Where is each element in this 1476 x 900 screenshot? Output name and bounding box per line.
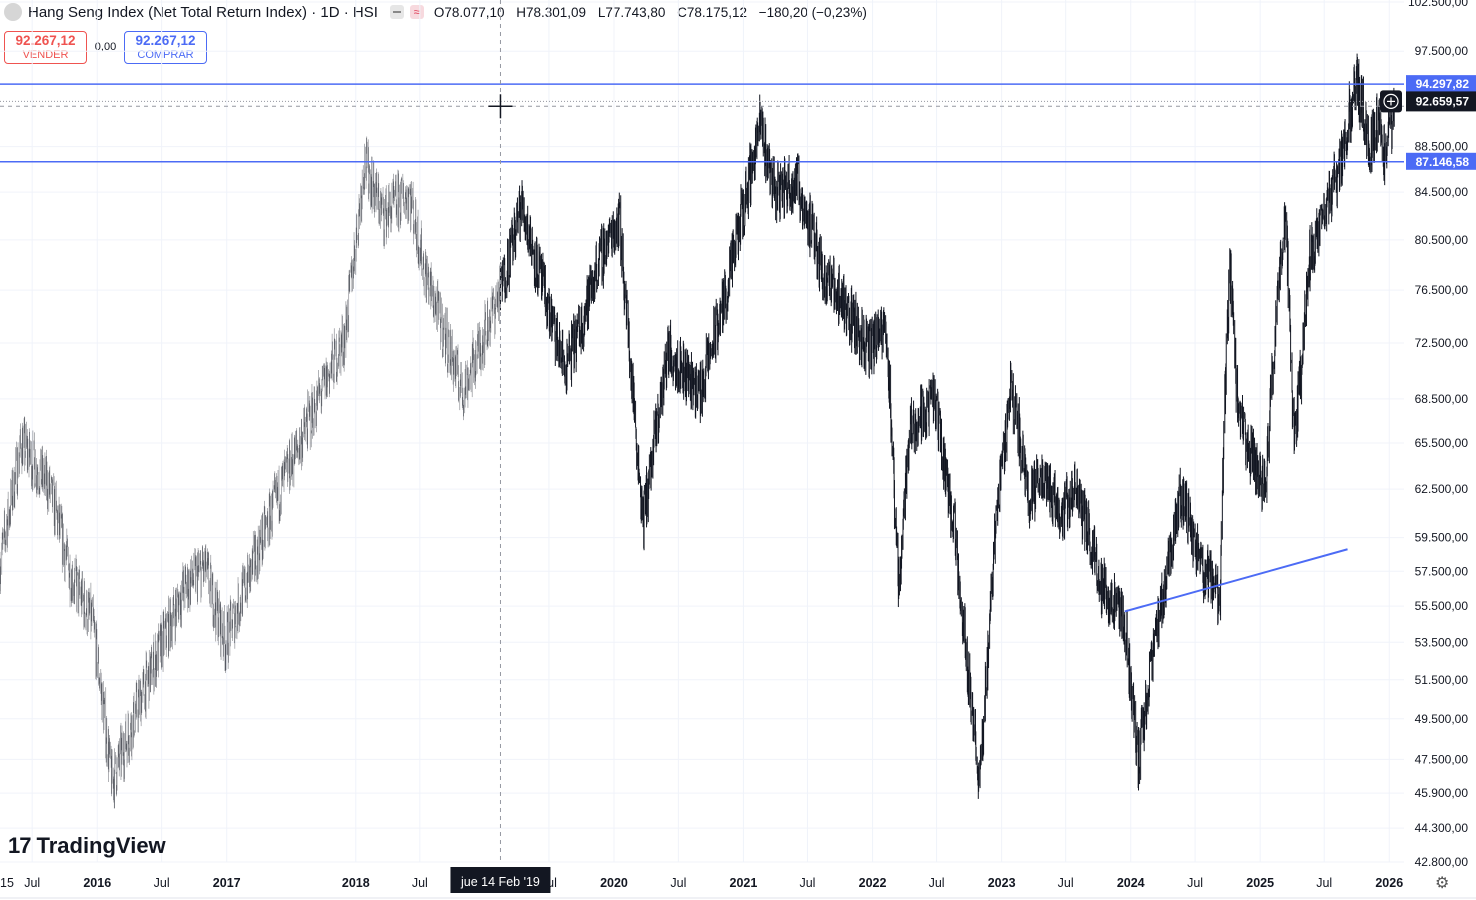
x-tick-label: Jul <box>929 876 945 890</box>
y-tick-label: 47.500,00 <box>1415 752 1469 766</box>
tradingview-logo[interactable]: 17 TradingView <box>8 833 166 859</box>
y-tick-label: 53.500,00 <box>1415 635 1469 649</box>
y-tick-label: 76.500,00 <box>1415 283 1469 297</box>
grid-lines <box>0 0 1404 863</box>
gear-icon[interactable]: ⚙ <box>1435 875 1450 892</box>
ohlc-open: O78.077,10 <box>433 4 505 20</box>
trend-line <box>1124 548 1348 613</box>
plus-circle-icon <box>1383 93 1399 109</box>
y-tick-label: 45.900,00 <box>1415 786 1469 800</box>
x-tick-label: Jul <box>1187 876 1203 890</box>
sell-price: 92.267,12 <box>15 32 76 48</box>
ohlc-low: L77.743,80 <box>597 4 666 20</box>
last-price-tag <box>1406 91 1476 112</box>
symbol-title[interactable]: Hang Seng Index (Net Total Return Index)… <box>28 3 378 21</box>
x-tick-label: Jul <box>24 876 40 890</box>
level-price-tag <box>1406 152 1476 170</box>
y-tick-label: 44.300,00 <box>1415 821 1469 835</box>
spread-value: 0,00 <box>94 41 117 53</box>
buy-button[interactable]: 92.267,12 COMPRAR <box>124 30 207 64</box>
y-tick-label: 42.800,00 <box>1415 855 1469 869</box>
y-tick-label: 51.500,00 <box>1415 673 1469 687</box>
y-tick-label: 97.500,00 <box>1415 44 1469 58</box>
symbol-logo-icon <box>4 3 22 21</box>
trade-panel: 92.267,12 VENDER 0,00 92.267,12 COMPRAR <box>4 29 207 65</box>
y-tick-label: 68.500,00 <box>1415 392 1469 406</box>
y-tick-label: 59.500,00 <box>1415 531 1469 545</box>
y-tick-label: 55.500,00 <box>1415 599 1469 613</box>
y-tick-label: 72.500,00 <box>1415 336 1469 350</box>
chart-header: Hang Seng Index (Net Total Return Index)… <box>0 0 1400 24</box>
x-tick-label: Jul <box>154 876 170 890</box>
y-tick-label: 80.500,00 <box>1415 233 1469 247</box>
ohlc-values: O78.077,10 H78.301,09 L77.743,80 C78.175… <box>434 5 875 20</box>
tradingview-wordmark: TradingView <box>36 833 166 858</box>
y-tick-label: 62.500,00 <box>1415 482 1469 496</box>
tradingview-logo-icon: 17 <box>8 833 32 858</box>
x-tick-label: 15 <box>0 876 14 890</box>
ohlc-high: H78.301,09 <box>516 4 587 20</box>
x-tick-label: Jul <box>799 876 815 890</box>
x-tick-label: Jul <box>412 876 428 890</box>
x-tick-label: 2025 <box>1246 876 1274 890</box>
x-tick-label: 2024 <box>1117 876 1145 890</box>
last-price-label: 92.659,57 <box>1416 94 1470 108</box>
crosshair-date-tag <box>450 867 551 893</box>
x-tick-label: 2017 <box>213 876 241 890</box>
x-tick-label: 2026 <box>1375 876 1403 890</box>
x-tick-label: 2021 <box>730 876 758 890</box>
compare-wave-icon[interactable]: ≈ <box>409 5 424 19</box>
y-tick-label: 57.500,00 <box>1415 564 1469 578</box>
x-tick-label: 2016 <box>83 876 111 890</box>
x-tick-label: Jul <box>670 876 686 890</box>
y-tick-label: 84.500,00 <box>1415 185 1469 199</box>
x-tick-label: 2023 <box>988 876 1016 890</box>
crosshair-date-label: jue 14 Feb '19 <box>460 875 540 889</box>
x-tick-label: 2018 <box>342 876 370 890</box>
x-tick-label: 2022 <box>859 876 887 890</box>
y-tick-label: 88.500,00 <box>1415 140 1469 154</box>
x-tick-label: Jul <box>1316 876 1332 890</box>
y-tick-label: 102.500,00 <box>1408 0 1468 9</box>
sell-button[interactable]: 92.267,12 VENDER <box>4 30 87 64</box>
buy-price: 92.267,12 <box>135 32 196 48</box>
x-tick-label: Jul <box>1058 876 1074 890</box>
ohlc-close: C78.175,12 <box>677 4 747 20</box>
level-price-label: 94.297,82 <box>1416 77 1470 91</box>
hide-indicator-icon[interactable] <box>389 5 404 19</box>
ohlc-change: −180,20 (−0,23%) <box>758 4 867 20</box>
y-tick-label: 65.500,00 <box>1415 436 1469 450</box>
price-axis <box>1404 0 1476 900</box>
time-axis <box>0 864 1476 900</box>
y-tick-label: 49.500,00 <box>1415 712 1469 726</box>
level-price-label: 87.146,58 <box>1416 155 1470 169</box>
candles <box>0 53 1395 809</box>
x-tick-label: 2020 <box>600 876 628 890</box>
level-price-tag <box>1406 75 1476 93</box>
